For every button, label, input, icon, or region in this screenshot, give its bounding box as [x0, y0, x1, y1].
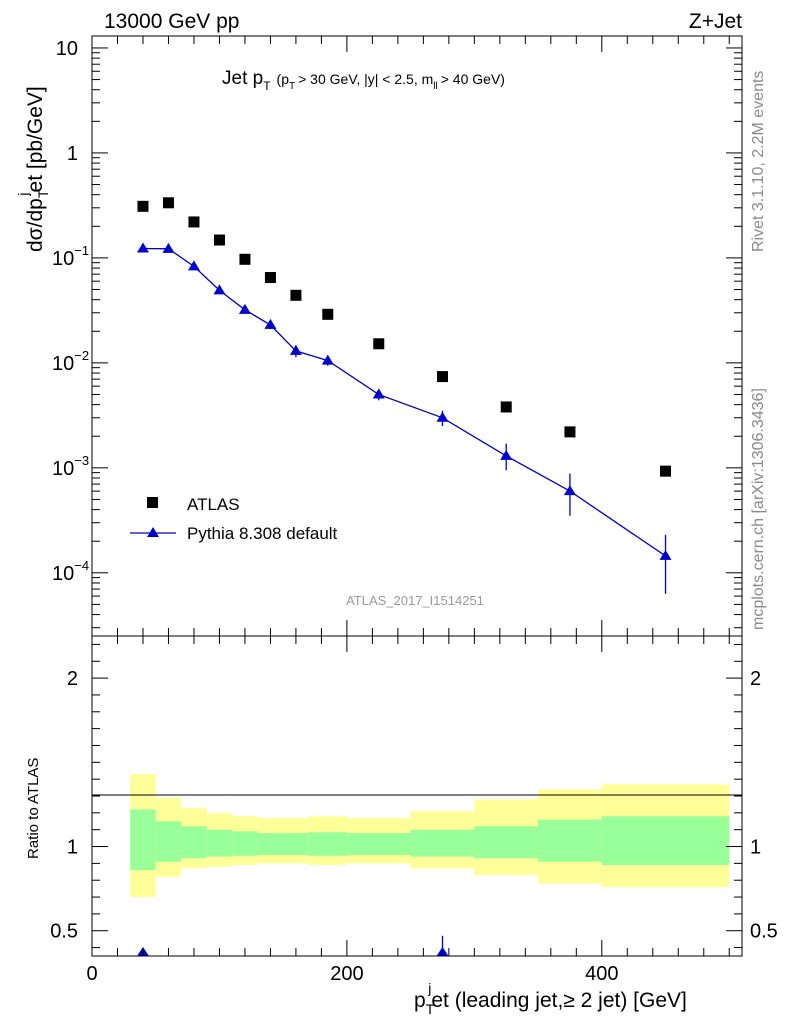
- atlas-point: [564, 426, 576, 438]
- ratio-bands: [130, 774, 730, 898]
- pythia-point: [659, 549, 672, 560]
- pythia-point: [436, 411, 449, 422]
- main-ytick-label: 10−3: [52, 453, 89, 480]
- main-title: Jet pT (pT > 30 GeV, |y| < 2.5, mll > 40 Ge…: [222, 68, 505, 93]
- atlas-point: [188, 216, 200, 228]
- main-panel: dσ/dpTjet [pb/GeV] Jet pT (pT > 30 GeV, |y…: [15, 35, 743, 637]
- rivet-label: Rivet 3.1.10, 2.2M events: [750, 71, 767, 252]
- ratio-ytick-label-right: 0.5: [750, 921, 778, 943]
- ratio-band-inner: [308, 832, 347, 856]
- mcplots-label: mcplots.cern.ch [arXiv:1306.3436]: [750, 388, 767, 630]
- ratio-band-inner: [538, 819, 602, 862]
- ratio-xtick-label: 200: [330, 963, 363, 985]
- main-ytick-label: 10−4: [52, 558, 89, 585]
- pythia-point: [321, 354, 334, 365]
- main-x-ticks: [91, 36, 730, 636]
- atlas-point: [322, 308, 334, 320]
- pythia-point: [289, 344, 302, 355]
- main-ytick-label: 1: [67, 143, 78, 165]
- ratio-band-inner: [257, 833, 309, 855]
- ratio-xlabel: pTjet (leading jet,≥ 2 jet) [GeV]: [414, 980, 687, 1017]
- pythia-point: [264, 318, 277, 329]
- header-right: Z+Jet: [689, 10, 742, 33]
- pythia-point: [563, 485, 576, 496]
- ratio-band-inner: [206, 829, 233, 857]
- legend-atlas-label: ATLAS: [187, 495, 240, 514]
- atlas-point: [290, 289, 302, 301]
- ratio-band-inner: [130, 809, 156, 871]
- header-left: 13000 GeV pp: [104, 10, 239, 33]
- ratio-frame: [91, 635, 743, 957]
- ratio-ytick-label-right: 2: [750, 668, 761, 690]
- ratio-panel: 0.5 0.5 1 1 2 2 0 200 400 Ratio to ATLAS pTjet (…: [25, 635, 778, 1017]
- ratio-band-inner: [346, 833, 411, 855]
- legend-pythia-marker: [147, 527, 159, 537]
- ratio-band-inner: [181, 826, 207, 859]
- ratio-ytick-label-left: 0.5: [50, 921, 78, 943]
- pythia-point: [162, 242, 175, 253]
- ratio-band-inner: [232, 831, 258, 856]
- pythia-point: [238, 303, 251, 314]
- ratio-ytick-label-left: 2: [67, 668, 78, 690]
- ratio-band-inner: [410, 829, 475, 857]
- legend-pythia-label: Pythia 8.308 default: [187, 524, 338, 543]
- ratio-xtick-label: 0: [86, 963, 97, 985]
- ratio-band-inner: [601, 816, 730, 866]
- main-y-ticks: 10 1 10−1 10−2 10−3 10−4: [52, 38, 742, 629]
- atlas-point: [264, 272, 276, 284]
- atlas-point: [500, 401, 512, 413]
- main-series: [136, 197, 672, 594]
- ratio-point: [436, 947, 449, 956]
- ratio-xtick-label: 400: [585, 963, 618, 985]
- main-ylabel: dσ/dpTjet [pb/GeV]: [15, 86, 51, 252]
- atlas-point: [373, 338, 385, 350]
- ratio-band-inner: [155, 821, 182, 862]
- analysis-id: ATLAS_2017_I1514251: [346, 593, 484, 608]
- atlas-point: [137, 200, 149, 212]
- main-frame: [91, 35, 743, 637]
- atlas-point: [162, 197, 174, 209]
- ratio-band-inner: [474, 826, 539, 859]
- pythia-point: [187, 260, 200, 271]
- pythia-point: [372, 388, 385, 399]
- ratio-ticks: 0.5 0.5 1 1 2 2 0 200 400: [50, 636, 778, 985]
- main-ytick-label: 10−1: [52, 243, 89, 270]
- ratio-ytick-label-right: 1: [750, 837, 761, 859]
- atlas-point: [660, 465, 672, 477]
- atlas-point: [436, 371, 448, 383]
- legend-atlas-marker: [147, 497, 158, 508]
- ratio-points: [136, 935, 449, 956]
- pythia-point: [500, 449, 513, 460]
- pythia-point: [136, 242, 149, 253]
- atlas-point: [239, 253, 251, 265]
- atlas-point: [213, 234, 225, 246]
- ratio-ylabel: Ratio to ATLAS: [25, 758, 42, 859]
- main-ytick-label: 10: [56, 38, 78, 60]
- pythia-point: [213, 284, 226, 295]
- main-ytick-label: 10−2: [52, 348, 89, 375]
- ratio-ytick-label-left: 1: [67, 837, 78, 859]
- legend: ATLAS Pythia 8.308 default: [130, 495, 338, 543]
